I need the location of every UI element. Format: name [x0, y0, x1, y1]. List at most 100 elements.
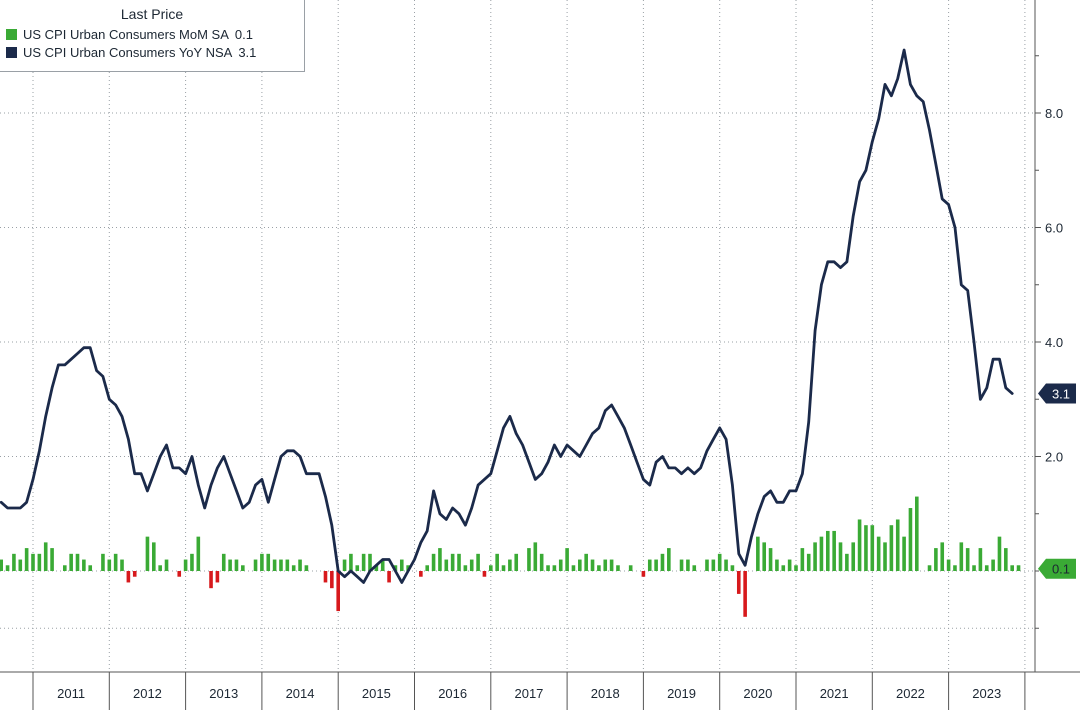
mom-bar — [794, 565, 798, 571]
mom-bar — [425, 565, 430, 571]
mom-bar — [145, 536, 150, 571]
mom-bar — [419, 571, 423, 577]
mom-bar — [1004, 548, 1008, 571]
mom-bar — [291, 565, 296, 571]
mom-bar — [654, 559, 658, 571]
mom-bar — [1010, 565, 1014, 571]
mom-bar — [304, 565, 309, 571]
mom-bar — [75, 553, 80, 571]
mom-bar — [667, 548, 671, 571]
mom-bar — [88, 565, 93, 571]
mom-bar — [730, 565, 735, 571]
mom-bar — [940, 542, 945, 571]
yoy-line — [0, 48, 1014, 584]
x-axis-band — [0, 672, 1080, 710]
mom-bar — [298, 559, 302, 571]
legend-title: Last Price — [120, 6, 184, 22]
mom-bar — [132, 571, 137, 577]
mom-bar — [756, 536, 760, 571]
mom-bar — [825, 530, 830, 571]
mom-bar — [234, 559, 239, 571]
y-tick-label: 2.0 — [1045, 450, 1063, 465]
mom-bar — [489, 565, 493, 571]
mom-bar — [787, 559, 792, 571]
mom-bar — [762, 542, 767, 571]
mom-bar — [597, 565, 601, 571]
mom-bar — [215, 571, 220, 583]
mom-bar — [603, 559, 608, 571]
y-tick-label: 4.0 — [1045, 335, 1063, 350]
mom-bar — [177, 571, 182, 577]
mom-bar — [152, 542, 156, 571]
mom-bar — [361, 553, 366, 571]
mom-bar — [838, 542, 843, 571]
mom-bar — [463, 565, 468, 571]
y-tick-label: 8.0 — [1045, 106, 1063, 121]
mom-bar — [120, 559, 124, 571]
mom-bar — [724, 559, 728, 571]
mom-bar — [895, 519, 900, 571]
right-y-axis: 2.0 4.0 6.0 8.0 3.1 0.1 — [1034, 0, 1076, 672]
mom-bar — [717, 553, 722, 571]
mom-last-value-tag-shape — [1038, 558, 1076, 579]
legend-swatch-mom — [6, 28, 17, 40]
mom-bar — [616, 565, 620, 571]
mom-bar — [565, 548, 569, 571]
mom-bar — [889, 525, 894, 571]
mom-bar — [349, 553, 353, 571]
mom-bar — [908, 508, 913, 571]
mom-bar — [387, 571, 391, 583]
yoy-last-value-tag-shape — [1038, 383, 1076, 404]
mom-bar — [482, 571, 487, 577]
mom-bar — [527, 548, 531, 571]
mom-bar — [660, 553, 665, 571]
mom-bar — [1016, 565, 1021, 571]
mom-bar — [101, 553, 105, 571]
mom-bar — [183, 559, 188, 571]
y-tick-label: 6.0 — [1045, 221, 1063, 236]
mom-bar — [864, 525, 868, 571]
mom-last-value-tag-text: 0.1 — [1052, 562, 1070, 577]
mom-bar — [965, 548, 970, 571]
x-tick-label: 2023 — [972, 686, 1001, 701]
mom-bars — [0, 496, 1021, 617]
mom-bar — [539, 553, 544, 571]
mom-bar — [934, 548, 938, 571]
mom-bar — [711, 559, 716, 571]
x-tick-label: 2018 — [591, 686, 620, 701]
x-tick-label: 2020 — [743, 686, 772, 701]
mom-bar — [330, 571, 334, 589]
mom-bar — [628, 565, 633, 571]
mom-bar — [126, 571, 131, 583]
mom-bar — [196, 536, 201, 571]
x-tick-label: 2017 — [514, 686, 543, 701]
mom-bar — [266, 553, 271, 571]
mom-bar — [533, 542, 538, 571]
mom-bar — [571, 565, 576, 571]
legend-value-mom: 0.1 — [234, 26, 253, 42]
mom-bar — [775, 559, 779, 571]
mom-bar — [323, 571, 328, 583]
mom-bar — [476, 553, 480, 571]
legend-label-yoy: US CPI Urban Consumers YoY NSA — [23, 44, 233, 60]
mom-bar — [946, 559, 951, 571]
mom-bar — [508, 559, 512, 571]
mom-bar — [806, 553, 811, 571]
mom-bar — [469, 559, 474, 571]
mom-bar — [845, 553, 849, 571]
mom-bar — [692, 565, 697, 571]
mom-bar — [819, 536, 824, 571]
yoy-line-layer — [0, 48, 1014, 584]
mom-bar — [336, 571, 340, 612]
mom-bar — [578, 559, 582, 571]
x-tick-label: 2013 — [209, 686, 238, 701]
mom-bar — [69, 553, 73, 571]
mom-bar — [50, 548, 54, 571]
mom-bar — [870, 525, 875, 571]
x-tick-label: 2019 — [667, 686, 696, 701]
mom-bar — [558, 559, 563, 571]
mom-bar — [953, 565, 957, 571]
x-axis: 2011 2012 2013 2014 2015 2016 2017 2018 2019 2020… — [0, 671, 1080, 710]
mom-bar — [978, 548, 983, 571]
